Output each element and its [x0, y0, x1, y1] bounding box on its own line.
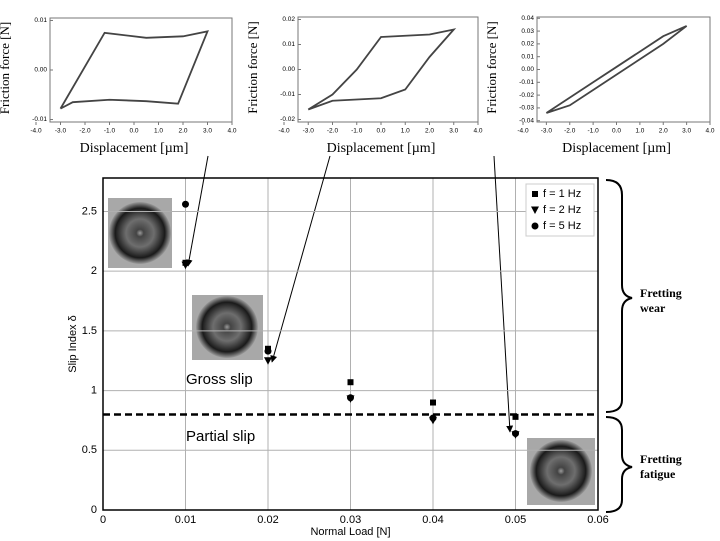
- y-tick-label: 1: [91, 384, 97, 396]
- x-tick-label: 0.0: [612, 128, 621, 135]
- y-tick-label: 2.5: [82, 205, 97, 217]
- loop-line: [307, 28, 457, 111]
- micrographs: [108, 198, 595, 505]
- legend-marker: [531, 206, 539, 214]
- y-tick-label: -0.04: [519, 117, 534, 124]
- x-tick-label: 0.01: [175, 514, 196, 526]
- y-tick-label: 0.00: [282, 66, 295, 73]
- marker: [264, 347, 272, 355]
- x-tick-label: 4.0: [227, 128, 236, 135]
- x-tick-label: -1.0: [588, 128, 600, 135]
- x-tick-label: -4.0: [517, 128, 529, 135]
- y-axis-label: Friction force [N]: [484, 21, 499, 113]
- legend-label: f = 1 Hz: [543, 188, 581, 200]
- y-tick-label: -0.02: [519, 92, 534, 99]
- y-tick-label: 0.04: [521, 15, 534, 22]
- marker: [347, 379, 354, 386]
- x-tick-label: 3.0: [449, 128, 458, 135]
- loop-line: [59, 30, 209, 110]
- x-tick-label: 1.0: [154, 128, 163, 135]
- x-tick-label: 0.05: [505, 514, 526, 526]
- y-tick-label: 0.5: [82, 444, 97, 456]
- x-axis-label: Displacement [µm]: [562, 141, 671, 156]
- y-tick-label: -0.01: [32, 116, 47, 123]
- x-tick-label: 2.0: [659, 128, 668, 135]
- braces: [605, 179, 633, 513]
- region-label: Fretting fatigue: [640, 452, 682, 481]
- y-tick-label: 0.00: [34, 67, 47, 74]
- x-tick-label: -1.0: [351, 128, 363, 135]
- legend-label: f = 5 Hz: [543, 220, 581, 232]
- y-axis-label: Friction force [N]: [245, 21, 260, 113]
- y-tick-label: 0.00: [521, 66, 534, 73]
- y-tick-label: -0.01: [519, 79, 534, 86]
- x-tick-label: 3.0: [203, 128, 212, 135]
- y-tick-label: 1.5: [82, 325, 97, 337]
- x-tick-label: 4.0: [473, 128, 482, 135]
- x-tick-label: 0.0: [376, 128, 385, 135]
- y-tick-label: 0.02: [521, 41, 534, 48]
- x-tick-label: 0.02: [257, 514, 278, 526]
- x-tick-label: 0: [100, 514, 106, 526]
- x-axis-label: Normal Load [N]: [310, 526, 390, 538]
- y-tick-label: -0.03: [519, 105, 534, 112]
- marker: [512, 413, 519, 420]
- y-tick-label: 0.03: [521, 28, 534, 35]
- x-tick-label: -1.0: [104, 128, 116, 135]
- y-tick-label: 0.01: [282, 41, 295, 48]
- x-tick-label: 0.0: [129, 128, 138, 135]
- annotation: Gross slip: [186, 371, 253, 388]
- x-tick-label: 0.04: [422, 514, 443, 526]
- x-tick-label: -4.0: [278, 128, 290, 135]
- marker: [429, 414, 437, 422]
- y-tick-label: 2: [91, 265, 97, 277]
- plot-frame: [102, 177, 599, 511]
- legend-label: f = 2 Hz: [543, 204, 581, 216]
- x-axis-label: Displacement [µm]: [327, 141, 436, 156]
- x-tick-label: -4.0: [30, 128, 42, 135]
- x-tick-label: -3.0: [303, 128, 315, 135]
- y-tick-label: 0.02: [282, 16, 295, 23]
- y-axis-label: Friction force [N]: [0, 22, 12, 114]
- plot-frame: [49, 17, 233, 123]
- x-tick-label: 0.03: [340, 514, 361, 526]
- region-label: Fretting wear: [640, 286, 682, 315]
- x-tick-label: 3.0: [682, 128, 691, 135]
- y-tick-label: 0.01: [34, 17, 47, 24]
- loop-line: [545, 25, 688, 114]
- x-tick-label: 1.0: [401, 128, 410, 135]
- x-tick-label: -3.0: [541, 128, 553, 135]
- marker: [264, 357, 272, 365]
- y-tick-label: -0.02: [280, 116, 295, 123]
- marker: [512, 430, 519, 438]
- legend-marker: [532, 191, 538, 197]
- y-tick-label: -0.01: [280, 91, 295, 98]
- marker: [347, 394, 354, 402]
- marker: [182, 200, 189, 208]
- y-axis-label: Slip Index δ: [67, 315, 79, 373]
- y-tick-label: 0.01: [521, 53, 534, 60]
- x-axis-label: Displacement [µm]: [80, 141, 189, 156]
- x-tick-label: 0.06: [587, 514, 608, 526]
- x-tick-label: -3.0: [55, 128, 67, 135]
- x-tick-label: -2.0: [79, 128, 91, 135]
- x-tick-label: 1.0: [635, 128, 644, 135]
- marker: [181, 261, 190, 270]
- x-tick-label: 2.0: [178, 128, 187, 135]
- x-tick-label: 2.0: [425, 128, 434, 135]
- marker: [430, 399, 436, 406]
- annotation: Partial slip: [186, 428, 255, 445]
- x-tick-label: -2.0: [327, 128, 339, 135]
- x-tick-label: 4.0: [705, 128, 714, 135]
- legend-marker: [531, 222, 539, 230]
- x-tick-label: -2.0: [564, 128, 576, 135]
- y-tick-label: 0: [91, 504, 97, 516]
